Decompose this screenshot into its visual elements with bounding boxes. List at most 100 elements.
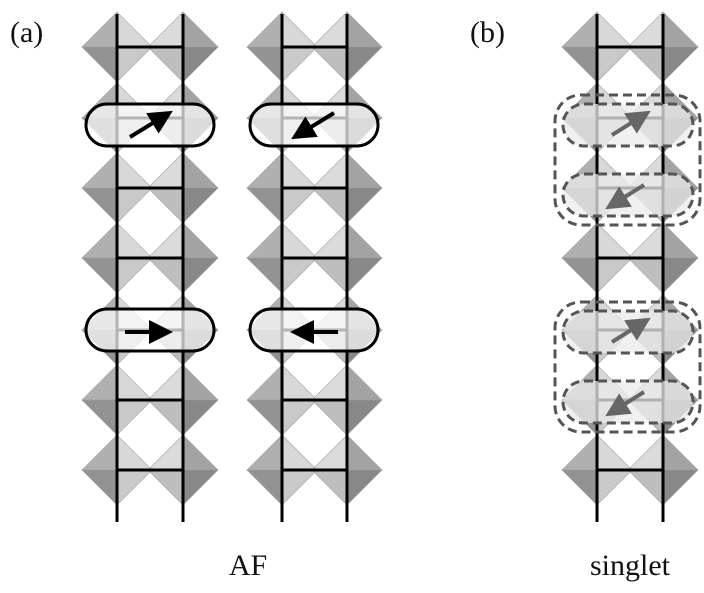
octahedron-face [312,435,347,470]
octahedron-face [247,223,282,258]
octahedron-face [148,258,183,293]
octahedron-face [628,435,663,470]
octahedron-face [247,12,282,47]
octahedron-face [82,258,117,293]
octahedron-face [82,400,117,435]
octahedron-face [247,258,282,293]
octahedron-face [117,470,152,505]
panel-label: (a) [10,16,43,49]
octahedron-face [117,258,152,293]
octahedron-face [597,258,632,293]
octahedron-face [148,400,183,435]
octahedron-face [628,470,663,505]
octahedron-face [82,47,117,82]
octahedron-face [183,365,218,400]
octahedron-face [597,47,632,82]
ladders [82,12,700,522]
octahedron-face [183,47,218,82]
octahedron-face [82,188,117,223]
octahedron-face [562,12,597,47]
octahedron-face [347,365,382,400]
octahedron-face [282,153,317,188]
octahedron-face [663,435,698,470]
octahedron-face [628,223,663,258]
octahedron-face [347,258,382,293]
octahedron-face [562,470,597,505]
octahedron-face [312,153,347,188]
octahedron-face [247,153,282,188]
octahedron-face [117,400,152,435]
caption: singlet [590,549,671,582]
caption: AF [229,549,267,582]
octahedron-face [282,47,317,82]
octahedron-face [183,188,218,223]
octahedron-face [247,470,282,505]
octahedron-face [597,470,632,505]
octahedron-face [247,435,282,470]
octahedron-face [562,435,597,470]
octahedron-face [82,12,117,47]
octahedron-face [312,223,347,258]
octahedron-face [663,47,698,82]
octahedron-face [628,12,663,47]
octahedron-face [312,365,347,400]
octahedron-face [663,223,698,258]
octahedron-face [347,153,382,188]
octahedron-face [148,47,183,82]
panel-label: (b) [470,16,505,49]
octahedron-face [183,258,218,293]
octahedron-face [148,12,183,47]
octahedron-face [312,258,347,293]
octahedron-face [663,258,698,293]
octahedron-face [82,153,117,188]
octahedron-face [183,470,218,505]
octahedron-face [312,400,347,435]
octahedron-face [247,188,282,223]
octahedron-face [247,400,282,435]
figure: (a) (b) AF singlet [0,0,704,593]
octahedron-face [247,47,282,82]
octahedron-face [347,400,382,435]
octahedron-face [282,470,317,505]
octahedron-face [82,435,117,470]
octahedron-face [148,188,183,223]
octahedron-face [148,153,183,188]
octahedron-face [312,470,347,505]
octahedron-face [663,12,698,47]
octahedron-face [82,470,117,505]
octahedron-face [117,435,152,470]
octahedron-face [597,435,632,470]
octahedron-face [663,470,698,505]
octahedron-face [183,400,218,435]
octahedron-face [247,365,282,400]
octahedron-face [347,188,382,223]
octahedron-face [628,47,663,82]
octahedron-face [183,12,218,47]
octahedron-face [183,435,218,470]
octahedron-face [282,12,317,47]
octahedron-face [312,47,347,82]
octahedron-face [347,47,382,82]
octahedron-face [82,365,117,400]
octahedron-face [148,223,183,258]
octahedron-face [117,153,152,188]
octahedron-face [628,258,663,293]
octahedron-face [562,223,597,258]
octahedron-face [282,435,317,470]
octahedron-face [347,470,382,505]
octahedron-face [347,12,382,47]
octahedron-face [282,223,317,258]
octahedron-face [562,47,597,82]
octahedron-face [597,223,632,258]
octahedron-face [148,435,183,470]
octahedron-face [148,365,183,400]
octahedron-face [148,470,183,505]
octahedron-face [82,223,117,258]
octahedron-face [117,47,152,82]
octahedron-face [183,223,218,258]
octahedron-face [282,400,317,435]
octahedron-face [597,12,632,47]
octahedron-face [117,188,152,223]
octahedron-face [562,258,597,293]
octahedron-face [312,12,347,47]
